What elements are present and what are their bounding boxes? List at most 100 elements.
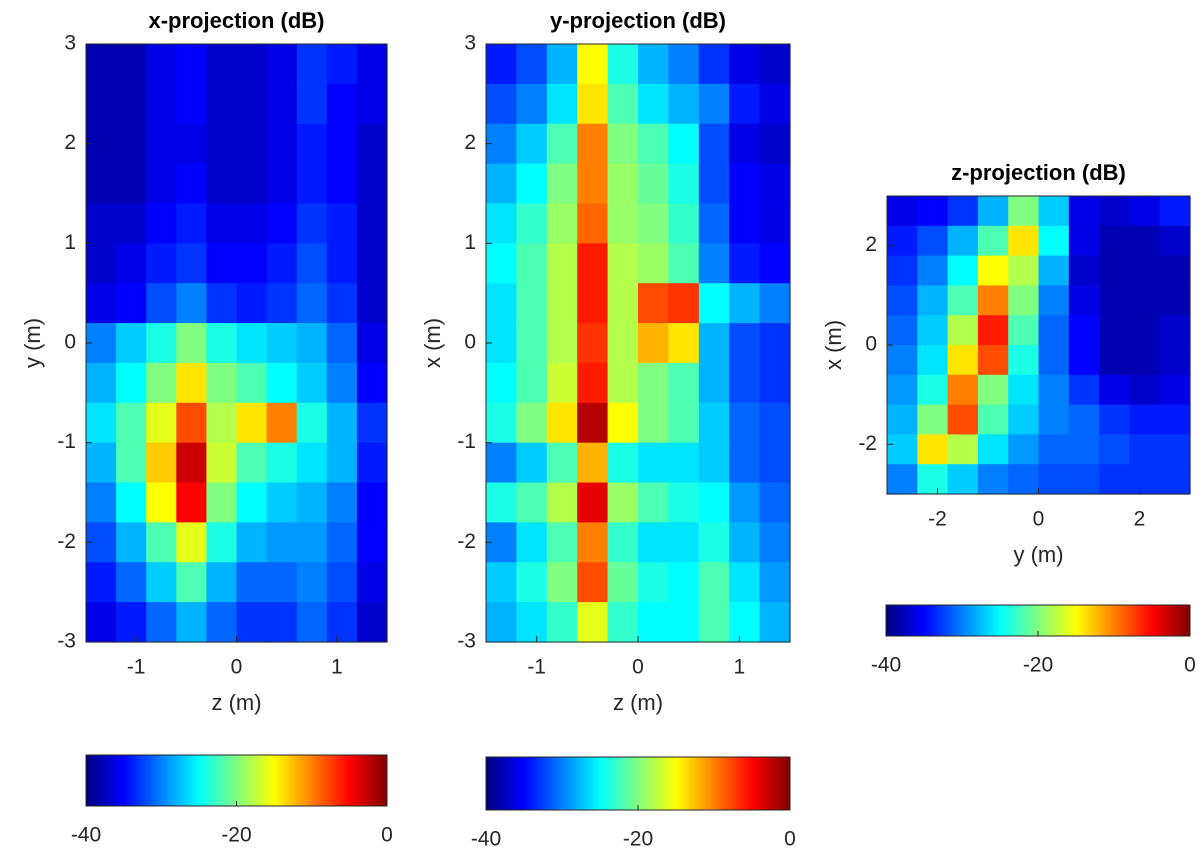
heatmap-cell	[1159, 404, 1191, 435]
heatmap-cell	[176, 482, 207, 523]
heatmap-cell	[486, 283, 517, 324]
heatmap-cell	[206, 362, 238, 404]
heatmap-cell	[516, 44, 548, 85]
heatmap-cell	[729, 442, 761, 484]
x-axis-label: y (m)	[1013, 542, 1063, 567]
heatmap-cell	[698, 44, 730, 85]
heatmap-cell	[729, 44, 761, 85]
heatmap-cell	[1008, 374, 1040, 406]
heatmap-cell	[607, 482, 639, 523]
heatmap-cell	[698, 203, 730, 244]
heatmap-cell	[266, 402, 298, 444]
heatmap-cell	[638, 482, 669, 523]
heatmap-cell	[326, 163, 358, 205]
heatmap-cell	[759, 283, 791, 324]
heatmap-cell	[759, 442, 791, 484]
heatmap-cell	[638, 402, 669, 444]
heatmap-cell	[86, 83, 117, 125]
heatmap-cell	[236, 163, 268, 205]
heatmap-cell	[1099, 285, 1130, 316]
y-tick-label: 3	[464, 32, 476, 55]
heatmap-cell	[266, 44, 298, 85]
heatmap-cell	[759, 44, 791, 85]
heatmap-cell	[1008, 345, 1040, 376]
heatmap-cell	[116, 163, 147, 205]
heatmap-cell	[116, 442, 147, 484]
heatmap-cell	[977, 255, 1009, 286]
heatmap-cell	[546, 83, 578, 125]
heatmap-cell	[607, 323, 639, 364]
heatmap-cell	[917, 196, 949, 227]
heatmap-cell	[1008, 404, 1040, 435]
heatmap-cell	[577, 283, 609, 324]
heatmap-cell	[296, 243, 328, 284]
heatmap-cell	[146, 442, 177, 484]
heatmap-cell	[146, 243, 177, 284]
heatmap-cell	[668, 442, 700, 484]
heatmap-cell	[1038, 196, 1070, 227]
heatmap-cell	[116, 243, 147, 284]
heatmap-cell	[326, 44, 358, 85]
y-tick-label: 3	[64, 32, 76, 55]
x-tick-label: -1	[527, 656, 546, 679]
heatmap-cell	[887, 404, 918, 435]
heatmap-cell	[577, 602, 609, 643]
heatmap-cell	[266, 163, 298, 205]
heatmap-cell	[326, 243, 358, 284]
heatmap-cell	[759, 602, 791, 643]
heatmap-cell	[176, 44, 207, 85]
heatmap-cell	[1099, 255, 1130, 286]
heatmap-cell	[236, 203, 268, 244]
heatmap-cell	[546, 123, 578, 165]
heatmap-cell	[668, 522, 700, 563]
heatmap-cell	[607, 123, 639, 165]
heatmap-cell	[206, 44, 238, 85]
heatmap-cell	[356, 482, 388, 523]
x-tick-label: 2	[1134, 508, 1146, 531]
heatmap-cell	[326, 442, 358, 484]
y-tick-label: -2	[57, 530, 76, 553]
heatmap-cell	[486, 362, 517, 404]
heatmap-cell	[356, 562, 388, 603]
heatmap-cell	[947, 434, 979, 465]
heatmap-cell	[516, 522, 548, 563]
heatmap-cell	[116, 602, 147, 643]
heatmap-cell	[546, 243, 578, 284]
heatmap-cell	[516, 323, 548, 364]
heatmap-cell	[546, 562, 578, 603]
heatmap-cell	[577, 442, 609, 484]
heatmap-cell	[668, 83, 700, 125]
heatmap-cell	[577, 482, 609, 523]
colorbar-tick-label: -40	[471, 828, 501, 851]
title: z-projection (dB)	[951, 160, 1126, 185]
heatmap-cell	[698, 602, 730, 643]
heatmap-cell	[638, 602, 669, 643]
heatmap-cell	[486, 163, 517, 205]
heatmap-cell	[486, 482, 517, 523]
heatmap-cell	[729, 602, 761, 643]
heatmap-cell	[326, 522, 358, 563]
heatmap-cell	[546, 323, 578, 364]
heatmap-cell	[759, 323, 791, 364]
heatmap-cell	[86, 602, 117, 643]
heatmap-cell	[486, 602, 517, 643]
heatmap-cell	[206, 482, 238, 523]
heatmap-cell	[486, 243, 517, 284]
heatmap-cell	[607, 442, 639, 484]
heatmap-cell	[116, 522, 147, 563]
x-tick-label: -1	[127, 656, 146, 679]
heatmap-cell	[729, 283, 761, 324]
heatmap-cell	[146, 402, 177, 444]
heatmap-cell	[1068, 404, 1100, 435]
heatmap-cell	[668, 44, 700, 85]
heatmap-cell	[116, 123, 147, 165]
heatmap-cell	[947, 285, 979, 316]
heatmap-cell	[296, 442, 328, 484]
heatmap-cell	[1038, 225, 1070, 257]
heatmap-cell	[236, 283, 268, 324]
heatmap-cell	[356, 243, 388, 284]
heatmap-cell	[1129, 255, 1161, 286]
heatmap-cell	[887, 225, 918, 257]
heatmap-cell	[1099, 434, 1130, 465]
heatmap-cell	[1068, 255, 1100, 286]
